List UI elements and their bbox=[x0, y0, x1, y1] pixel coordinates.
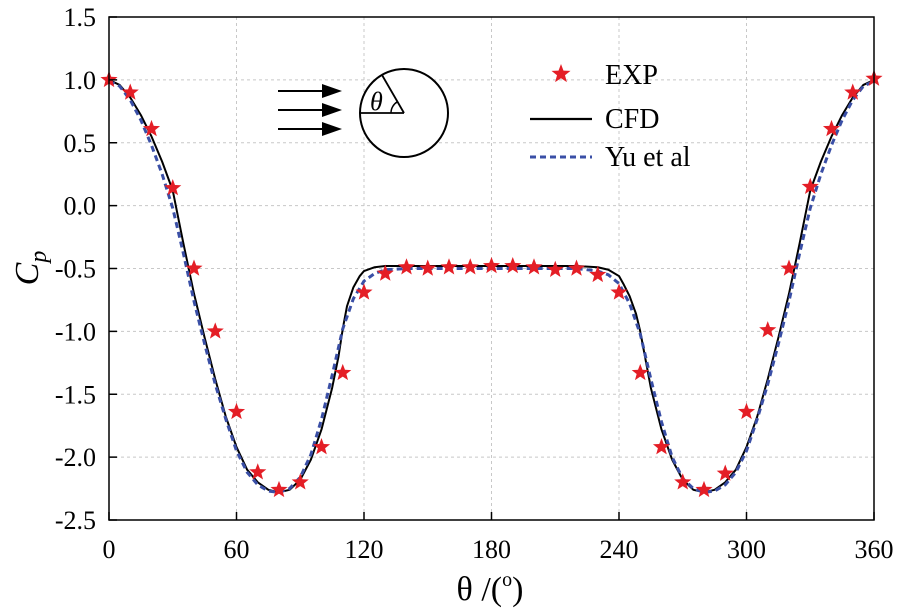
legend-label-exp: EXP bbox=[605, 60, 658, 91]
exp-marker bbox=[546, 260, 564, 278]
exp-marker bbox=[270, 480, 288, 498]
exp-marker bbox=[780, 259, 798, 276]
y-tick-label: -2.0 bbox=[55, 443, 96, 472]
grid-lines bbox=[109, 17, 874, 520]
exp-marker bbox=[631, 363, 649, 381]
y-tick-label: 0.5 bbox=[64, 129, 97, 158]
exp-marker bbox=[419, 259, 437, 276]
exp-marker bbox=[482, 256, 501, 274]
legend: EXP CFD Yu et al bbox=[530, 60, 691, 173]
x-tick-label: 60 bbox=[224, 535, 250, 564]
x-axis-title: θ /(o) bbox=[457, 569, 524, 608]
angle-arc-icon bbox=[390, 101, 398, 114]
exp-marker bbox=[801, 177, 819, 195]
exp-marker bbox=[376, 264, 394, 281]
exp-marker bbox=[440, 258, 458, 275]
series-cfd-line bbox=[108, 78, 875, 494]
axis-tick-marks bbox=[108, 16, 875, 521]
y-axis-title: Cp bbox=[9, 251, 52, 286]
exp-marker bbox=[355, 283, 373, 300]
y-tick-label: -1.0 bbox=[55, 317, 96, 346]
y-tick-label: -2.5 bbox=[55, 506, 96, 535]
exp-marker bbox=[695, 480, 713, 498]
exp-marker bbox=[334, 363, 352, 381]
exp-marker bbox=[674, 473, 692, 490]
exp-marker bbox=[759, 321, 777, 338]
x-tick-label: 0 bbox=[103, 535, 116, 564]
exp-marker bbox=[652, 438, 671, 455]
exp-marker bbox=[504, 256, 522, 274]
exp-marker bbox=[844, 83, 862, 100]
exp-marker bbox=[567, 259, 586, 276]
exp-marker bbox=[461, 258, 479, 275]
legend-exp-marker bbox=[551, 64, 571, 83]
exp-marker bbox=[610, 283, 628, 300]
exp-marker bbox=[249, 463, 267, 480]
x-tick-label: 360 bbox=[855, 535, 894, 564]
cylinder-schematic: θ bbox=[278, 68, 449, 158]
y-tick-label: 1.5 bbox=[64, 3, 97, 32]
inset-theta-label: θ bbox=[370, 87, 383, 116]
legend-star-icon bbox=[551, 64, 571, 83]
x-tick-labels: 0 60 120 180 240 300 360 bbox=[103, 535, 894, 564]
legend-label-yu: Yu et al bbox=[605, 142, 691, 173]
exp-marker bbox=[142, 119, 161, 137]
y-tick-label: 0.0 bbox=[64, 192, 97, 221]
exp-marker bbox=[227, 402, 246, 420]
exp-marker bbox=[206, 322, 224, 339]
exp-marker bbox=[822, 119, 841, 137]
exp-marker bbox=[737, 402, 756, 420]
exp-marker bbox=[164, 179, 182, 196]
x-tick-label: 120 bbox=[345, 535, 384, 564]
y-tick-label: 1.0 bbox=[64, 66, 97, 95]
y-tick-labels: 1.5 1.0 0.5 0.0 -0.5 -1.0 -1.5 -2.0 -2.5 bbox=[55, 3, 96, 535]
x-tick-label: 240 bbox=[600, 535, 639, 564]
exp-marker bbox=[312, 438, 331, 455]
radius-angled bbox=[381, 74, 405, 114]
exp-marker bbox=[589, 265, 607, 283]
x-tick-label: 180 bbox=[472, 535, 511, 564]
series-lines bbox=[108, 78, 875, 494]
exp-marker bbox=[185, 259, 203, 276]
exp-marker bbox=[121, 83, 139, 100]
x-tick-label: 300 bbox=[727, 535, 766, 564]
y-tick-label: -1.5 bbox=[55, 380, 96, 409]
exp-marker bbox=[291, 473, 309, 490]
exp-marker bbox=[716, 464, 734, 481]
exp-marker bbox=[525, 258, 543, 275]
flow-arrows-icon bbox=[278, 84, 342, 136]
exp-marker bbox=[397, 258, 416, 275]
legend-label-cfd: CFD bbox=[605, 104, 659, 135]
y-tick-label: -0.5 bbox=[55, 255, 96, 284]
